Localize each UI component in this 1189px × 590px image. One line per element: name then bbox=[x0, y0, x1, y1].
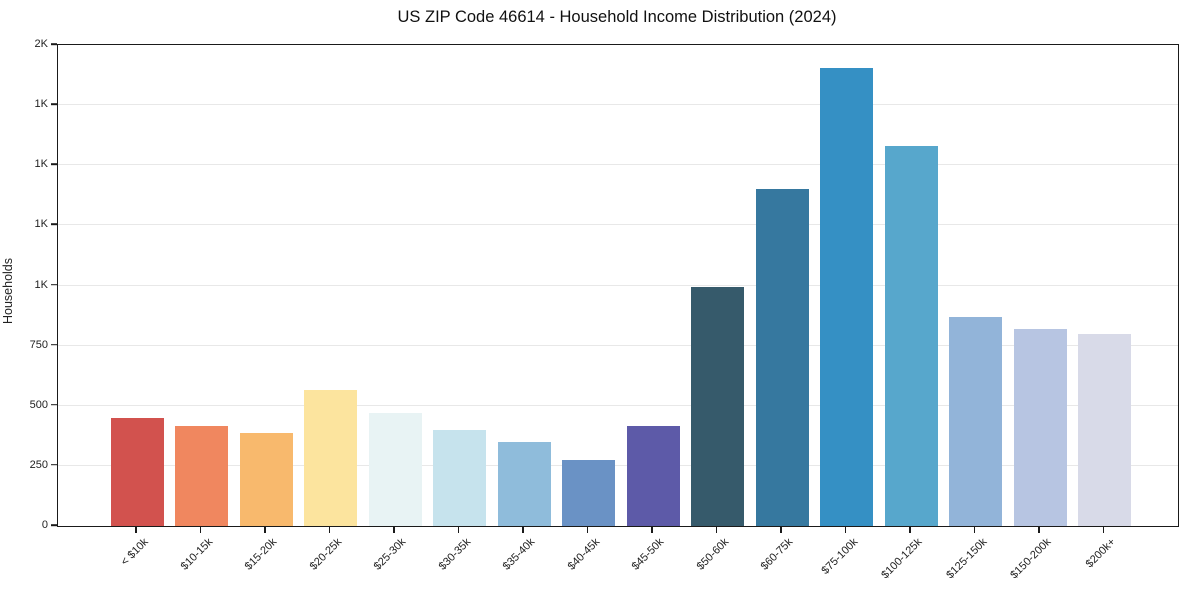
x-tick-label: $125-150k bbox=[943, 536, 989, 582]
x-tick-mark bbox=[457, 526, 460, 533]
x-tick-mark bbox=[844, 526, 847, 533]
gridline bbox=[58, 164, 1178, 166]
bar-$15-20k bbox=[239, 433, 293, 526]
y-tick-mark bbox=[51, 163, 57, 166]
bar-$125-150k bbox=[949, 316, 1002, 526]
x-tick-label: $75-100k bbox=[819, 536, 860, 577]
y-tick-label: 750 bbox=[29, 338, 48, 351]
bar-$200k+ bbox=[1078, 333, 1131, 526]
y-tick-mark bbox=[51, 43, 57, 45]
x-tick-mark bbox=[651, 526, 653, 533]
x-tick-mark bbox=[1102, 526, 1105, 533]
x-tick-label: < $10k bbox=[118, 536, 151, 569]
bar-< $10k bbox=[110, 417, 164, 526]
gridline bbox=[58, 284, 1178, 286]
bar-$40-45k bbox=[562, 459, 615, 526]
x-tick-label: $35-40k bbox=[500, 536, 538, 573]
x-tick-label: $15-20k bbox=[242, 536, 280, 573]
y-tick-label: 0 bbox=[41, 519, 48, 531]
x-tick-label: $25-30k bbox=[371, 536, 409, 573]
y-tick-label: 1K bbox=[34, 278, 48, 291]
x-tick-mark bbox=[1038, 526, 1040, 533]
plot-area bbox=[57, 44, 1179, 527]
gridline bbox=[58, 104, 1178, 106]
x-tick-mark bbox=[586, 526, 589, 533]
x-tick-label: $150-200k bbox=[1008, 536, 1054, 582]
gridline bbox=[58, 344, 1178, 346]
x-tick-label: $50-60k bbox=[694, 536, 731, 573]
bar-$30-35k bbox=[433, 429, 486, 526]
gridline bbox=[58, 224, 1178, 226]
y-tick-label: 2K bbox=[34, 38, 48, 50]
y-tick-label: 1K bbox=[34, 98, 48, 111]
bar-$20-25k bbox=[304, 390, 357, 526]
bar-$25-30k bbox=[368, 412, 422, 526]
y-tick-label: 1K bbox=[34, 158, 48, 171]
x-tick-mark bbox=[264, 526, 266, 533]
x-tick-mark bbox=[973, 526, 976, 533]
bar-$50-60k bbox=[691, 286, 744, 526]
gridline bbox=[58, 464, 1178, 466]
y-tick-mark bbox=[51, 403, 57, 406]
chart-title: US ZIP Code 46614 - Household Income Dis… bbox=[397, 8, 837, 26]
x-tick-mark bbox=[715, 526, 718, 533]
x-tick-label: $45-50k bbox=[629, 536, 667, 573]
bar-$75-100k bbox=[820, 67, 873, 526]
bar-$60-75k bbox=[755, 189, 809, 526]
gridline bbox=[58, 404, 1178, 406]
x-tick-mark bbox=[199, 526, 202, 533]
x-tick-label: $20-25k bbox=[307, 536, 344, 573]
x-tick-label: $30-35k bbox=[436, 536, 473, 573]
x-tick-label: $40-45k bbox=[565, 536, 602, 573]
bar-$10-15k bbox=[175, 426, 228, 526]
x-tick-mark bbox=[522, 526, 524, 533]
y-tick-mark bbox=[51, 103, 57, 105]
y-tick-label: 250 bbox=[29, 458, 48, 471]
y-tick-mark bbox=[51, 524, 57, 526]
y-tick-label: 1K bbox=[34, 218, 48, 231]
x-tick-mark bbox=[909, 526, 911, 533]
x-tick-mark bbox=[328, 526, 331, 533]
y-tick-mark bbox=[51, 223, 57, 226]
bar-$100-125k bbox=[884, 146, 938, 526]
x-tick-label: $100-125k bbox=[879, 536, 925, 582]
bar-$45-50k bbox=[626, 426, 680, 526]
bar-$35-40k bbox=[497, 441, 551, 526]
y-tick-mark bbox=[51, 283, 57, 286]
y-axis-label: Households bbox=[1, 258, 15, 325]
x-tick-label: $200k+ bbox=[1083, 536, 1118, 571]
x-tick-label: $60-75k bbox=[758, 536, 796, 573]
y-tick-mark bbox=[51, 343, 57, 346]
y-tick-label: 500 bbox=[29, 398, 48, 411]
y-tick-mark bbox=[51, 464, 57, 466]
x-tick-mark bbox=[135, 526, 137, 533]
x-tick-label: $10-15k bbox=[178, 536, 215, 573]
bar-$150-200k bbox=[1013, 328, 1067, 526]
x-tick-mark bbox=[393, 526, 395, 533]
x-tick-mark bbox=[780, 526, 782, 533]
